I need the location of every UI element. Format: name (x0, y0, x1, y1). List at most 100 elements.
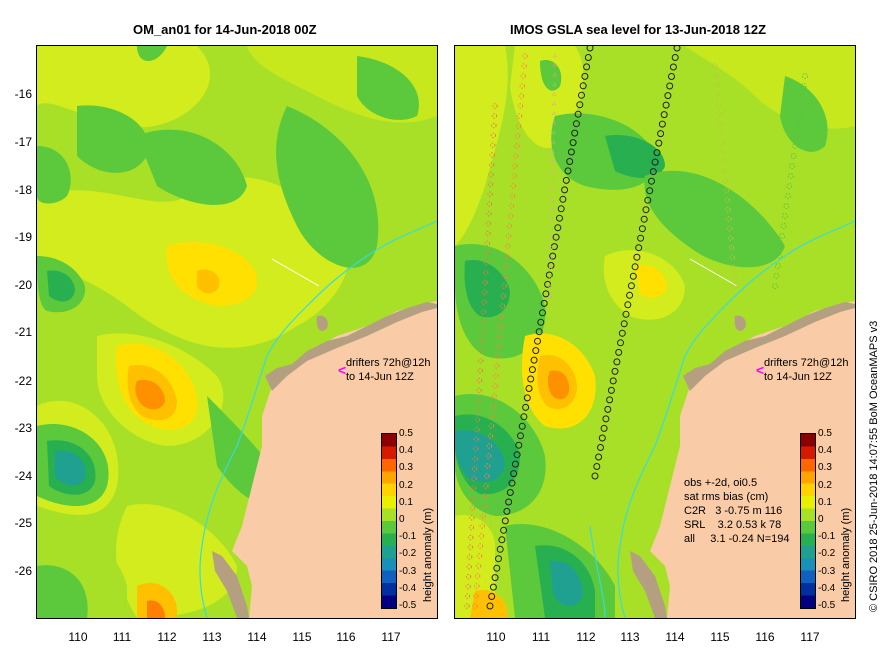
track-observation (479, 338, 485, 344)
colorbar-tick: -0.3 (818, 565, 836, 577)
track-observation (549, 226, 554, 231)
track-observation (724, 197, 730, 203)
track-observation (481, 299, 487, 305)
track-observation (622, 310, 630, 318)
track-observation (607, 386, 615, 394)
track-observation (539, 309, 546, 317)
stats-line-1: obs +-2d, oi0.5 (684, 477, 758, 489)
track-observation (787, 173, 794, 179)
track-observation (604, 405, 612, 413)
track-observation (549, 217, 554, 222)
track-observation (721, 159, 727, 165)
track-observation (502, 273, 508, 279)
track-observation (495, 343, 502, 349)
track-observation (485, 230, 491, 237)
stats-sat: C2R (684, 505, 707, 517)
track-observation (545, 271, 553, 279)
track-observation (548, 274, 553, 279)
track-observation (591, 472, 599, 480)
track-observation (481, 289, 488, 296)
track-observation (490, 132, 497, 139)
stats-sat: all (684, 533, 696, 545)
track-observation (552, 73, 557, 78)
track-observation (484, 250, 490, 256)
track-observation (564, 167, 572, 175)
track-observation (658, 120, 666, 128)
track-observation (488, 171, 494, 178)
track-observation (584, 54, 592, 61)
track-observation (793, 133, 800, 139)
track-observation (514, 143, 520, 149)
track-observation (517, 103, 524, 109)
track-observation (786, 183, 793, 189)
track-observation (551, 111, 556, 116)
track-observation (562, 176, 570, 184)
lon-tick: 113 (620, 630, 640, 644)
colorbar-tick: -0.2 (818, 548, 836, 560)
track-observation (501, 517, 509, 525)
track-observation (501, 283, 507, 289)
track-observation (470, 495, 476, 501)
track-observation (549, 207, 554, 212)
track-observation (486, 211, 492, 217)
track-observation (479, 328, 486, 335)
track-observation (481, 503, 487, 509)
track-observation (506, 489, 514, 496)
track-observation (522, 403, 530, 411)
track-observation (491, 113, 498, 119)
lon-tick: 116 (336, 630, 356, 644)
track-observation (520, 413, 528, 421)
track-observation (671, 54, 679, 61)
track-observation (586, 46, 594, 52)
track-observation (483, 260, 489, 266)
track-observation (796, 113, 803, 119)
colorbar-tick: 0.1 (399, 496, 413, 508)
stats-vals: 3 -0.75 m 116 (715, 505, 783, 517)
track-observation (542, 290, 550, 298)
track-observation (485, 463, 491, 469)
track-observation (551, 150, 555, 154)
track-observation (474, 426, 480, 433)
track-observation (633, 253, 641, 261)
track-observation (646, 187, 654, 195)
track-observation (727, 225, 733, 232)
track-observation (478, 348, 484, 354)
track-observation (490, 403, 496, 409)
track-observation (548, 284, 553, 289)
lon-tick: 112 (157, 630, 177, 644)
track-observation (714, 92, 721, 98)
track-observation (488, 423, 495, 429)
track-observation (505, 243, 511, 249)
colorbar-tick: 0.5 (399, 428, 413, 439)
track-observation (574, 110, 582, 118)
left-panel-title: OM_an01 for 14-Jun-2018 00Z (133, 22, 317, 37)
track-observation (719, 139, 725, 146)
track-observation (465, 583, 471, 590)
track-observation (476, 377, 483, 384)
right-drifters-label: drifters 72h@12h to 14-Jun 12Z (764, 356, 849, 384)
track-observation (712, 63, 718, 69)
track-observation (550, 178, 555, 183)
track-observation (790, 153, 797, 159)
track-observation (512, 163, 518, 169)
track-observation (784, 193, 791, 199)
track-observation (716, 111, 722, 117)
right-panel-title: IMOS GSLA sea level for 13-Jun-2018 12Z (510, 22, 767, 37)
track-observation (600, 424, 608, 432)
track-observation (528, 366, 536, 374)
track-observation (473, 593, 479, 599)
track-observation (494, 363, 500, 369)
track-observation (666, 82, 674, 90)
track-observation (496, 545, 504, 553)
track-observation (549, 252, 557, 260)
track-observation (519, 83, 526, 89)
track-observation (611, 367, 619, 375)
colorbar-tick: 0.2 (818, 479, 832, 491)
track-observation (728, 235, 734, 241)
lon-tick: 116 (755, 630, 775, 644)
track-observation (474, 583, 480, 589)
track-observation (551, 121, 556, 126)
track-observation (662, 101, 670, 109)
lat-tick: -19 (14, 230, 32, 244)
track-observation (713, 72, 719, 79)
